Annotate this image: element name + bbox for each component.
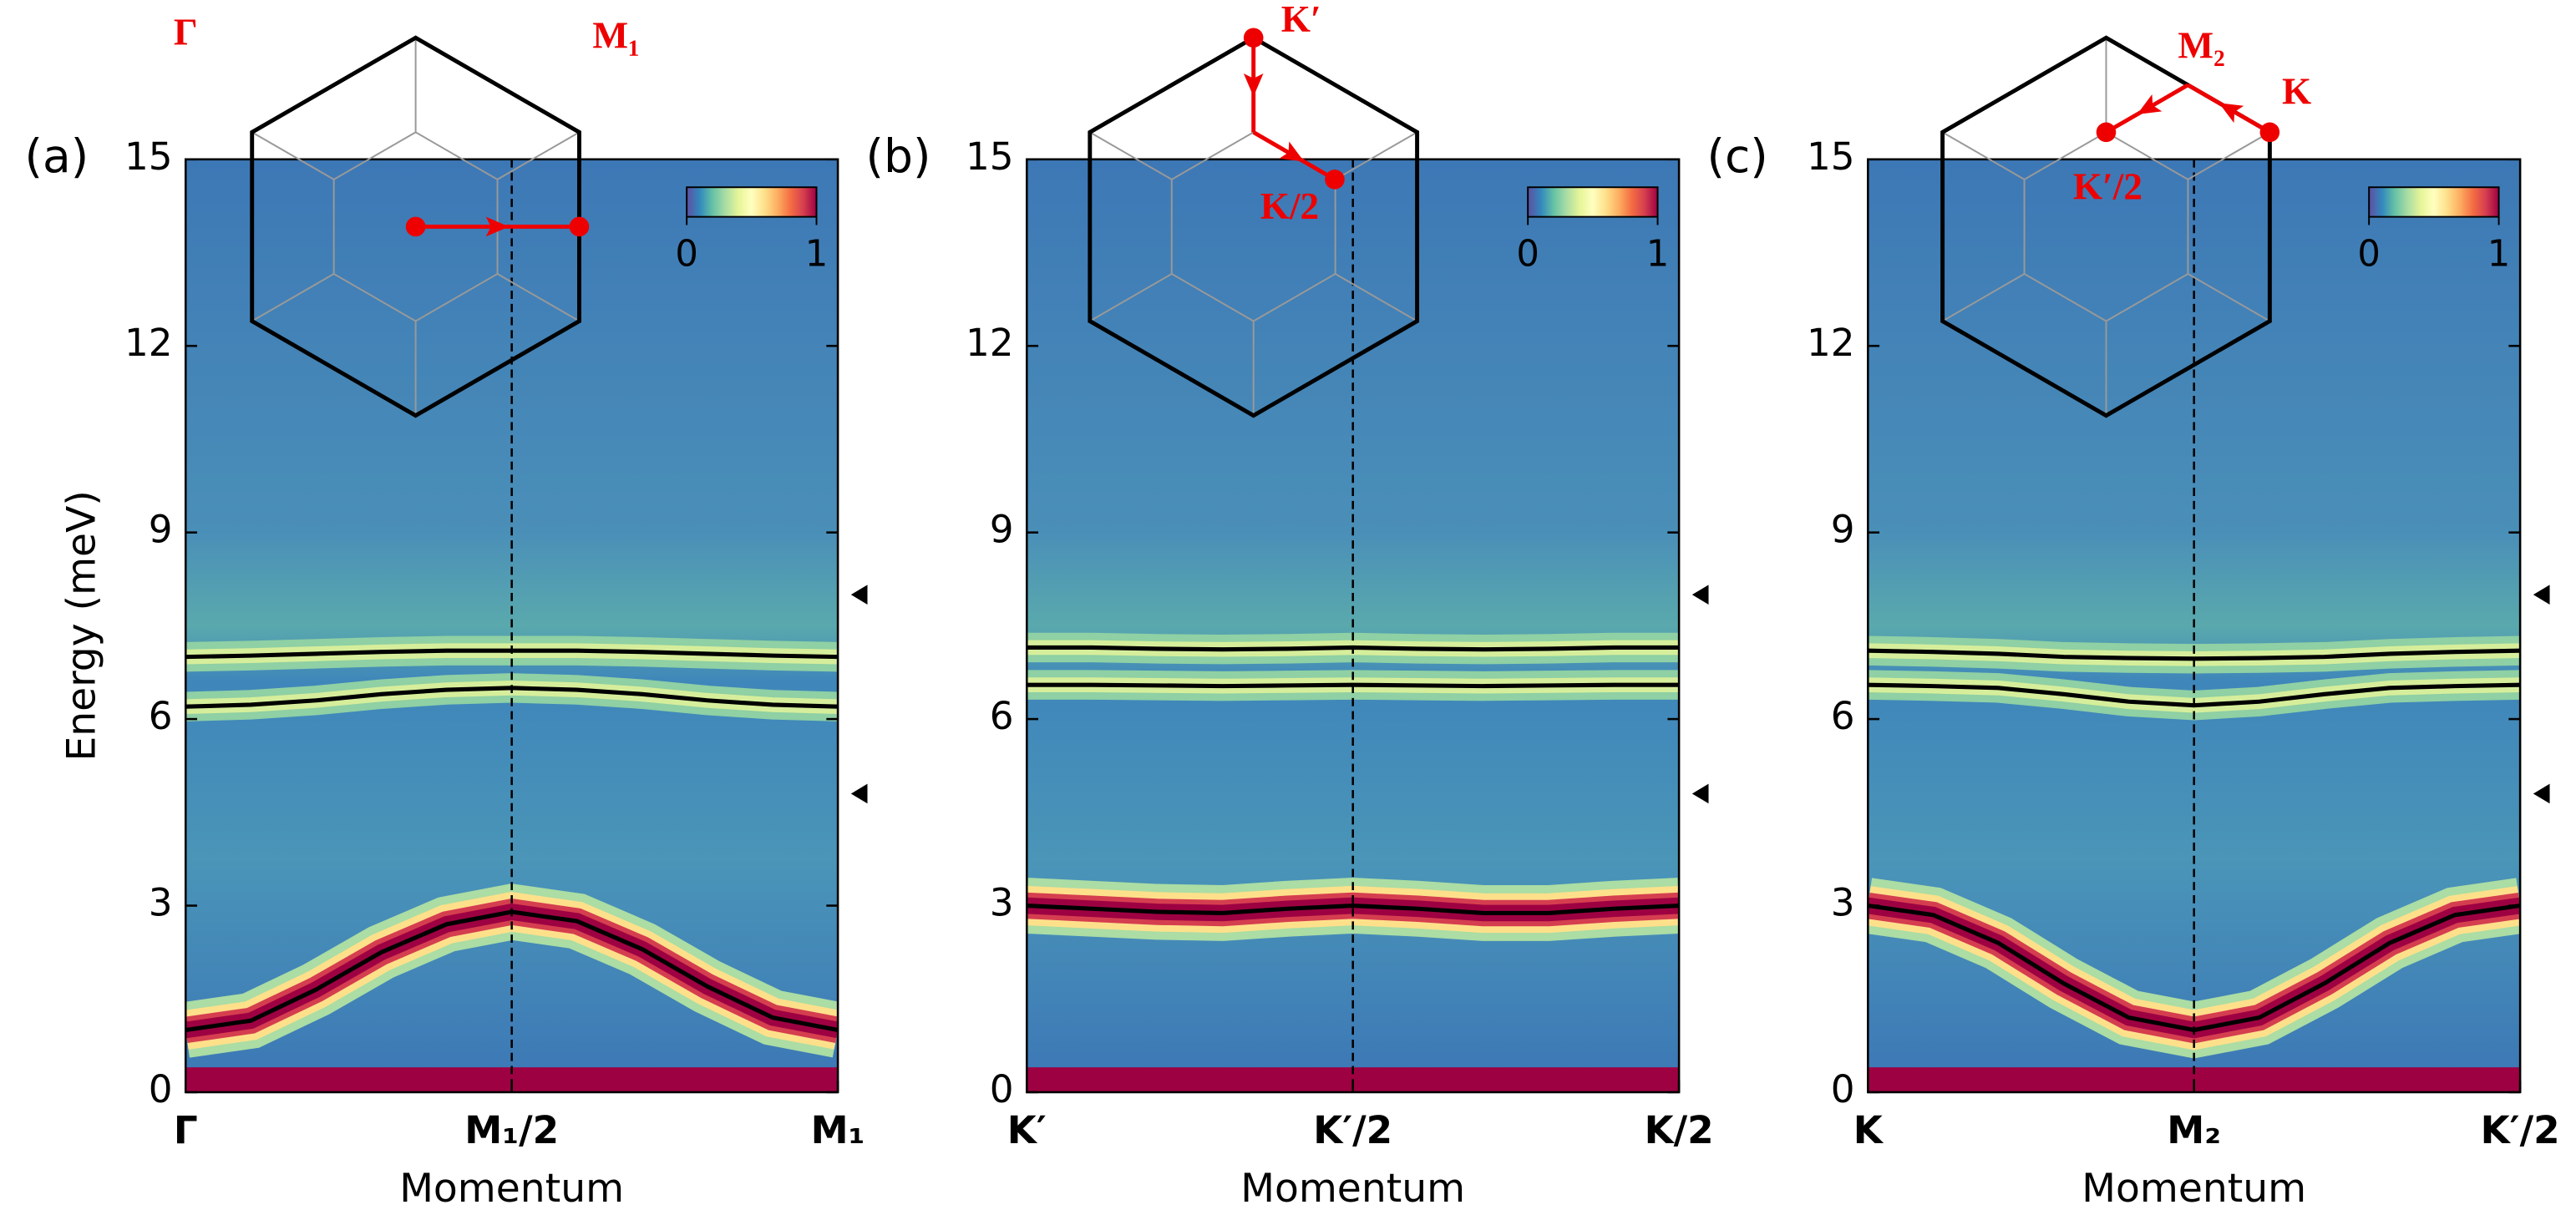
- x-tick-label: M₁/2: [464, 1108, 559, 1152]
- inset-label: K′/2: [2073, 166, 2142, 208]
- fit-curve: [1868, 682, 2521, 708]
- outer-zone: [1088, 35, 1420, 418]
- x-tick-label: M₂: [2167, 1108, 2221, 1152]
- path-arrow: [1243, 73, 1264, 97]
- y-tick-label: 3: [990, 881, 1014, 925]
- colorbar-tick-label: 1: [1646, 233, 1670, 275]
- y-tick-label: 0: [1831, 1067, 1855, 1111]
- inset-label: M₁: [592, 15, 639, 57]
- energy-marker: [1691, 783, 1709, 804]
- inset-label: K/2: [1260, 185, 1319, 227]
- zone-spoke: [1942, 131, 2026, 180]
- path-point: [2096, 122, 2117, 143]
- y-tick-label: 3: [149, 881, 173, 925]
- path-point: [1325, 170, 1345, 190]
- zone-spoke: [1335, 273, 1418, 322]
- x-tick-label: M₁: [811, 1108, 865, 1152]
- fit-curve: [185, 909, 839, 1033]
- fit-curve: [185, 648, 839, 660]
- x-axis-label: Momentum: [1240, 1166, 1465, 1212]
- zone-spoke: [497, 131, 580, 180]
- path-arrow: [1279, 141, 1305, 162]
- zone-spoke: [497, 273, 580, 322]
- y-tick-label: 15: [1807, 134, 1855, 179]
- panel: 0 3 6 9 12 15 K′ K′/2 K/2 Momentum (b) 0 1 K′ K/2: [866, 0, 1714, 1212]
- path-point: [2259, 122, 2280, 143]
- energy-marker: [850, 783, 868, 804]
- x-tick-label: K′: [1007, 1108, 1047, 1152]
- fit-curve: [1027, 645, 1680, 652]
- x-tick-label: K′/2: [1313, 1108, 1392, 1152]
- panel: 0 3 6 9 12 15 Γ M₁/2 M₁ Momentum Energy (meV) (a) 0 1…: [25, 12, 868, 1212]
- colorbar-tick-label: 1: [805, 233, 829, 275]
- x-tick-label: K: [1853, 1108, 1884, 1152]
- colorbar-tick-label: 1: [2487, 233, 2511, 275]
- y-tick-label: 0: [990, 1067, 1014, 1111]
- energy-marker: [2533, 585, 2550, 605]
- colorbar-tick-label: 0: [1516, 233, 1539, 275]
- inset-label: Γ: [174, 12, 198, 53]
- inset-label: K: [2282, 70, 2311, 112]
- x-tick-label: K/2: [1645, 1108, 1714, 1152]
- zone-spoke: [1089, 131, 1173, 180]
- y-tick-label: 12: [1807, 321, 1855, 365]
- zone-spoke: [1942, 273, 2026, 322]
- path-point: [1243, 28, 1264, 48]
- colorbar: [2368, 186, 2500, 218]
- fit-curve: [185, 686, 839, 709]
- fit-curve: [1027, 682, 1680, 689]
- path-arrow: [485, 216, 510, 237]
- y-tick-label: 3: [1831, 881, 1855, 925]
- y-tick-label: 0: [149, 1067, 173, 1111]
- path-arrow: [2137, 94, 2163, 114]
- panel-label: (c): [1707, 129, 1768, 183]
- panel-label: (b): [866, 129, 931, 183]
- zone-spoke: [251, 131, 335, 180]
- y-tick-label: 9: [149, 508, 173, 552]
- zone-spoke: [2187, 273, 2270, 322]
- x-axis-label: Momentum: [2082, 1166, 2306, 1212]
- y-tick-label: 9: [1831, 508, 1855, 552]
- x-tick-label: K′/2: [2481, 1108, 2560, 1152]
- path-point: [569, 216, 590, 237]
- fit-curve: [1868, 648, 2521, 661]
- y-tick-label: 9: [990, 508, 1014, 552]
- y-axis-label: Energy (meV): [58, 490, 104, 761]
- y-tick-label: 12: [966, 321, 1014, 365]
- x-tick-label: Γ: [174, 1108, 198, 1152]
- y-tick-label: 12: [124, 321, 173, 365]
- colorbar-tick-label: 0: [675, 233, 698, 275]
- zone-spoke: [251, 273, 335, 322]
- panel-label: (a): [25, 129, 89, 183]
- energy-marker: [1691, 585, 1709, 605]
- inset-label: M₂: [2178, 24, 2224, 66]
- outer-zone: [250, 35, 581, 418]
- inset-label: K′: [1281, 0, 1321, 40]
- fit-curve: [1027, 903, 1680, 916]
- panel: 0 3 6 9 12 15 K M₂ K′/2 Momentum (c) 0 1 M₂ K K′/2: [1707, 24, 2560, 1212]
- colorbar: [686, 186, 818, 218]
- y-tick-label: 6: [990, 694, 1014, 738]
- colorbar: [1527, 186, 1659, 218]
- colorbar-tick-label: 0: [2357, 233, 2381, 275]
- zone-spoke: [1089, 273, 1173, 322]
- zone-spoke: [1335, 131, 1418, 180]
- energy-marker: [2533, 783, 2550, 804]
- x-axis-label: Momentum: [399, 1166, 624, 1212]
- y-tick-label: 15: [966, 134, 1014, 179]
- y-tick-label: 6: [149, 694, 173, 738]
- path-point: [405, 216, 426, 237]
- path-arrow: [2219, 103, 2244, 124]
- fit-curve: [1867, 903, 2521, 1033]
- zone-spoke: [2187, 131, 2270, 180]
- y-tick-label: 15: [124, 134, 173, 179]
- energy-marker: [850, 585, 868, 605]
- y-tick-label: 6: [1831, 694, 1855, 738]
